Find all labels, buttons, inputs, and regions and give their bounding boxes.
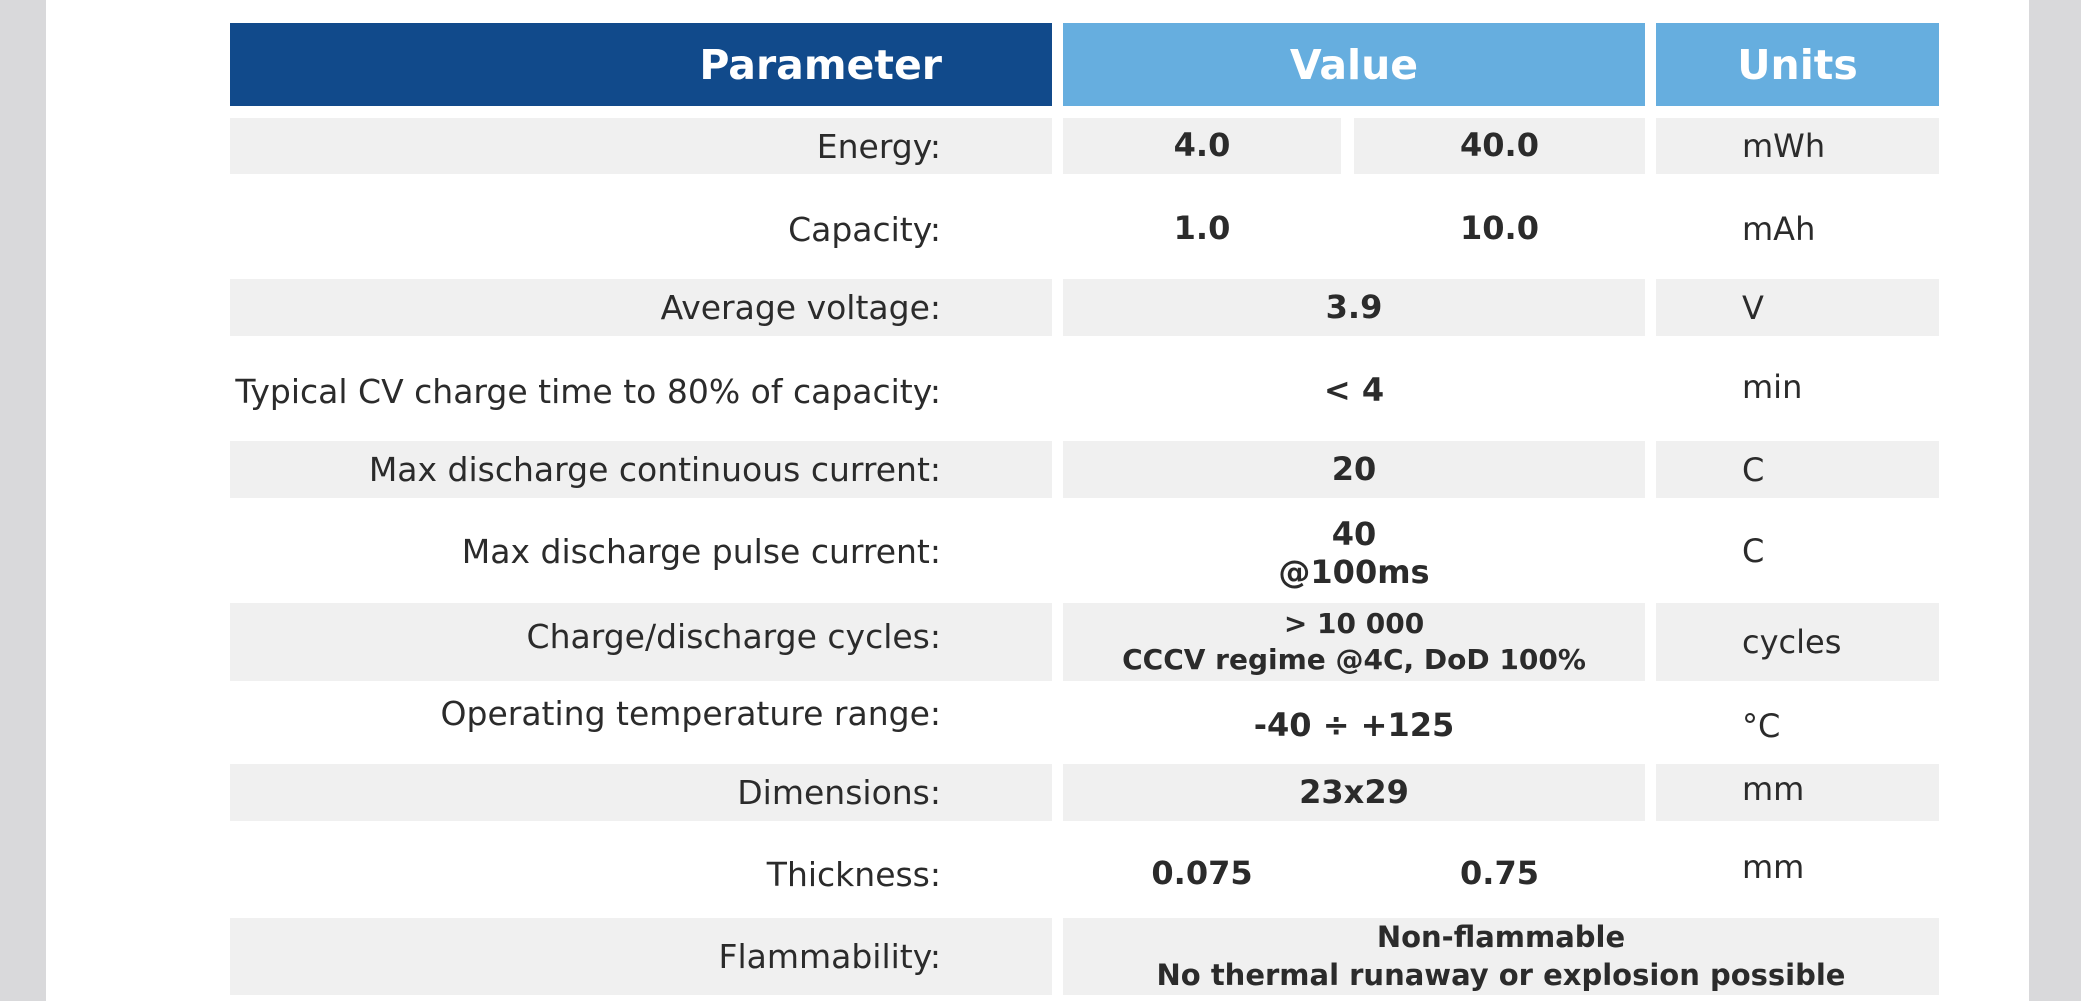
row-temp-range-unit: °C xyxy=(1742,707,1781,745)
row-temp-range-value: -40 ÷ +125 xyxy=(1253,706,1455,745)
row-flammability-label: Flammability: xyxy=(230,918,1052,995)
row-avg-voltage-unit: V xyxy=(1656,279,1939,336)
row-charge-time-unit: min xyxy=(1742,368,1803,406)
row-charge-time-value: < 4 xyxy=(1323,371,1385,410)
header-units: Units xyxy=(1656,23,1939,106)
row-flammability-value: Non-flammable No thermal runaway or expl… xyxy=(1063,918,1939,995)
row-energy-label: Energy: xyxy=(230,118,1052,174)
row-energy-value-a: 4.0 xyxy=(1063,118,1341,174)
row-capacity-label: Capacity: xyxy=(788,209,941,249)
row-cycles-label: Charge/discharge cycles: xyxy=(230,603,1052,681)
row-energy-unit: mWh xyxy=(1656,118,1939,174)
row-charge-time-label: Typical CV charge time to 80% of capacit… xyxy=(235,371,941,411)
row-cycles-value: > 10 000 CCCV regime @4C, DoD 100% xyxy=(1063,603,1645,681)
row-temp-range-label: Operating temperature range: xyxy=(440,693,941,733)
row-dimensions-value: 23x29 xyxy=(1063,764,1645,821)
row-capacity-value-b: 10.0 xyxy=(1460,209,1539,248)
header-parameter: Parameter xyxy=(230,23,1052,106)
row-dimensions-label: Dimensions: xyxy=(230,764,1052,821)
row-flammability-value-line1: Non-flammable xyxy=(1376,919,1626,954)
row-pulse-current-value-line1: 40 xyxy=(1331,515,1377,554)
row-continuous-current-value: 20 xyxy=(1063,441,1645,498)
row-thickness-unit: mm xyxy=(1742,848,1805,886)
row-capacity-value-a: 1.0 xyxy=(1173,209,1231,248)
header-value: Value xyxy=(1063,23,1645,106)
row-thickness-value-b: 0.75 xyxy=(1460,854,1539,893)
row-continuous-current-label: Max discharge continuous current: xyxy=(230,441,1052,498)
row-cycles-value-line1: > 10 000 xyxy=(1283,606,1425,640)
row-pulse-current-value-line2: @100ms xyxy=(1278,553,1430,591)
row-avg-voltage-label: Average voltage: xyxy=(230,279,1052,336)
row-energy-value-b: 40.0 xyxy=(1354,118,1645,174)
row-capacity-unit: mAh xyxy=(1742,210,1816,248)
spec-sheet: Parameter Value Units Energy: 4.0 40.0 m… xyxy=(46,0,2029,1001)
row-avg-voltage-value: 3.9 xyxy=(1063,279,1645,336)
row-thickness-value-a: 0.075 xyxy=(1151,854,1253,893)
row-cycles-value-line2: CCCV regime @4C, DoD 100% xyxy=(1122,643,1586,676)
row-flammability-value-line2: No thermal runaway or explosion possible xyxy=(1156,957,1846,992)
row-continuous-current-unit: C xyxy=(1656,441,1939,498)
row-pulse-current-value: 40 @100ms xyxy=(1063,514,1645,594)
row-thickness-label: Thickness: xyxy=(766,854,941,894)
row-cycles-unit: cycles xyxy=(1656,603,1939,681)
row-dimensions-unit: mm xyxy=(1656,764,1939,821)
row-pulse-current-label: Max discharge pulse current: xyxy=(461,531,941,571)
row-pulse-current-unit: C xyxy=(1742,532,1765,570)
